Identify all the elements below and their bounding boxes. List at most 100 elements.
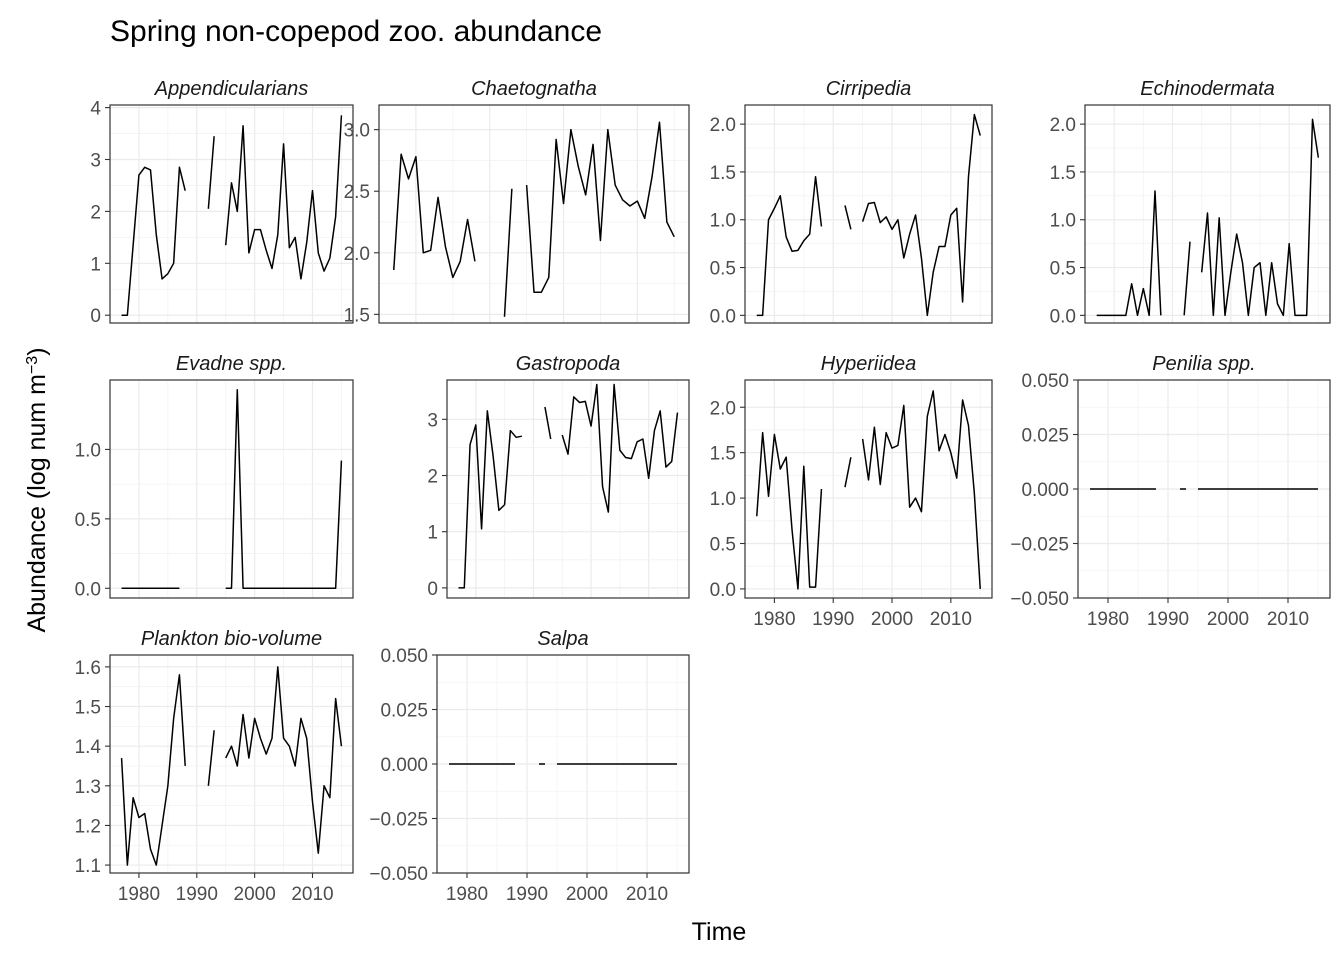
y-tick-label: 0 bbox=[90, 306, 101, 327]
y-tick-label: 1.0 bbox=[710, 211, 736, 232]
y-tick-label: 0.050 bbox=[1021, 371, 1069, 392]
series-line-gastropoda bbox=[458, 383, 679, 589]
panel-plankton-bio-volume: Plankton bio-volume 1.1 1.2 1.3 1.4 1.5 1.6 198… bbox=[75, 628, 354, 905]
y-tick-label: 0.0 bbox=[1050, 306, 1076, 327]
y-tick-label: 1.5 bbox=[710, 444, 736, 465]
y-tick-label: 1.0 bbox=[1050, 211, 1076, 232]
y-tick-label: 2.5 bbox=[344, 182, 370, 203]
series-line-cirripedia bbox=[756, 113, 981, 317]
facet-panels: Appendicularians 0 1 2 3 4 Chaetognatha 1.5 2.0 2… bbox=[75, 78, 1331, 905]
y-tick-label: 1.5 bbox=[1050, 163, 1076, 184]
panel-title-gastropoda: Gastropoda bbox=[516, 353, 621, 375]
panel-cirripedia: Cirripedia 0.0 0.5 1.0 1.5 2.0 bbox=[710, 78, 993, 327]
series-line-echinodermata bbox=[1096, 118, 1320, 317]
x-tick-label: 2010 bbox=[1267, 609, 1309, 630]
y-tick-label: 2.0 bbox=[1050, 115, 1076, 136]
x-tick-label: 1990 bbox=[176, 884, 218, 905]
panel-hyperiidea: Hyperiidea 0.0 0.5 1.0 1.5 2.0 1980 1990 2000 201… bbox=[710, 353, 993, 630]
y-tick-label: 2.0 bbox=[710, 115, 736, 136]
panel-border bbox=[109, 379, 354, 599]
panel-title-chaetognatha: Chaetognatha bbox=[471, 78, 597, 100]
y-tick-label: 1.1 bbox=[75, 856, 101, 877]
panel-border bbox=[1084, 104, 1331, 324]
y-tick-label: 1.4 bbox=[75, 737, 102, 758]
panel-background bbox=[745, 105, 992, 323]
panel-penilia-spp: Penilia spp. −0.050 −0.025 0.000 0.025 0.050 1… bbox=[1010, 353, 1331, 630]
panel-title-penilia-spp: Penilia spp. bbox=[1152, 353, 1255, 375]
y-tick-label: 4 bbox=[90, 99, 101, 120]
y-tick-label: 0.050 bbox=[380, 646, 428, 667]
panel-salpa: Salpa −0.050 −0.025 0.000 0.025 0.050 1980 1990… bbox=[369, 628, 690, 905]
x-tick-label: 1990 bbox=[506, 884, 548, 905]
y-tick-label: −0.050 bbox=[1010, 589, 1069, 610]
x-tick-label: 2000 bbox=[234, 884, 276, 905]
x-axis-label: Time bbox=[692, 918, 747, 946]
y-axis-label: Abundance (log num m−3) bbox=[23, 347, 51, 632]
x-tick-label: 2000 bbox=[871, 609, 913, 630]
panel-border bbox=[109, 104, 354, 324]
y-tick-label: 1.5 bbox=[75, 698, 101, 719]
y-tick-label: 1.0 bbox=[710, 489, 736, 510]
y-axis-label-exponent: −3 bbox=[24, 356, 41, 374]
series-line-evadne-spp bbox=[121, 388, 343, 590]
y-tick-label: 0.5 bbox=[75, 510, 101, 531]
y-tick-label: 2 bbox=[90, 202, 101, 223]
panel-title-evadne-spp: Evadne spp. bbox=[176, 353, 287, 375]
series-line-plankton-bio-volume bbox=[120, 666, 343, 866]
x-tick-label: 1980 bbox=[1087, 609, 1129, 630]
panel-title-hyperiidea: Hyperiidea bbox=[821, 353, 917, 375]
y-tick-label: −0.050 bbox=[369, 864, 428, 885]
y-tick-label: 1 bbox=[90, 254, 101, 275]
gridlines bbox=[446, 380, 689, 598]
x-tick-label: 2000 bbox=[1207, 609, 1249, 630]
y-tick-label: 0.0 bbox=[710, 580, 736, 601]
x-tick-label: 1980 bbox=[753, 609, 795, 630]
panel-evadne-spp: Evadne spp. 0.0 0.5 1.0 bbox=[75, 353, 354, 600]
x-tick-label: 2000 bbox=[566, 884, 608, 905]
gridlines bbox=[744, 105, 992, 323]
y-tick-label: 0.000 bbox=[1021, 480, 1069, 501]
x-tick-label: 2010 bbox=[291, 884, 333, 905]
series-line-hyperiidea bbox=[756, 390, 981, 590]
panel-border bbox=[446, 379, 690, 599]
y-tick-label: 0.5 bbox=[710, 535, 736, 556]
panel-border bbox=[378, 104, 690, 324]
y-tick-label: 3.0 bbox=[344, 121, 370, 142]
x-tick-label: 1990 bbox=[812, 609, 854, 630]
y-tick-label: 2.0 bbox=[344, 244, 370, 265]
y-tick-label: 0.025 bbox=[1021, 426, 1069, 447]
panel-border bbox=[744, 104, 993, 324]
panel-appendicularians: Appendicularians 0 1 2 3 4 bbox=[90, 78, 354, 327]
panel-title-plankton-bio-volume: Plankton bio-volume bbox=[141, 628, 322, 650]
y-tick-label: 0.5 bbox=[710, 259, 736, 280]
x-tick-label: 2010 bbox=[626, 884, 668, 905]
panel-chaetognatha: Chaetognatha 1.5 2.0 2.5 3.0 bbox=[344, 78, 690, 326]
panel-echinodermata: Echinodermata 0.0 0.5 1.0 1.5 2.0 bbox=[1050, 78, 1331, 327]
series-line-chaetognatha bbox=[393, 121, 675, 317]
y-tick-label: 1.2 bbox=[75, 816, 101, 837]
gridlines bbox=[109, 105, 353, 323]
y-tick-label: 0.5 bbox=[1050, 259, 1076, 280]
y-tick-label: 2 bbox=[427, 467, 438, 488]
panel-title-appendicularians: Appendicularians bbox=[154, 78, 308, 100]
panel-border bbox=[744, 379, 993, 599]
panel-background bbox=[110, 105, 353, 323]
panel-gastropoda: Gastropoda 0 1 2 3 bbox=[427, 353, 690, 600]
y-tick-label: −0.025 bbox=[369, 810, 428, 831]
y-tick-label: 3 bbox=[427, 410, 438, 431]
panel-title-cirripedia: Cirripedia bbox=[826, 78, 912, 100]
panel-title-echinodermata: Echinodermata bbox=[1140, 78, 1275, 100]
panel-background bbox=[745, 380, 992, 598]
x-tick-label: 2010 bbox=[930, 609, 972, 630]
panel-border bbox=[109, 654, 354, 874]
y-tick-label: 1.3 bbox=[75, 777, 101, 798]
y-tick-label: 1.0 bbox=[75, 440, 101, 461]
y-axis-label-main: Abundance (log num m bbox=[23, 374, 51, 632]
y-tick-label: −0.025 bbox=[1010, 535, 1069, 556]
y-tick-label: 1.5 bbox=[710, 163, 736, 184]
x-tick-label: 1980 bbox=[446, 884, 488, 905]
chart-title: Spring non-copepod zoo. abundance bbox=[110, 15, 602, 48]
x-tick-label: 1990 bbox=[1147, 609, 1189, 630]
y-tick-label: 1.6 bbox=[75, 658, 101, 679]
